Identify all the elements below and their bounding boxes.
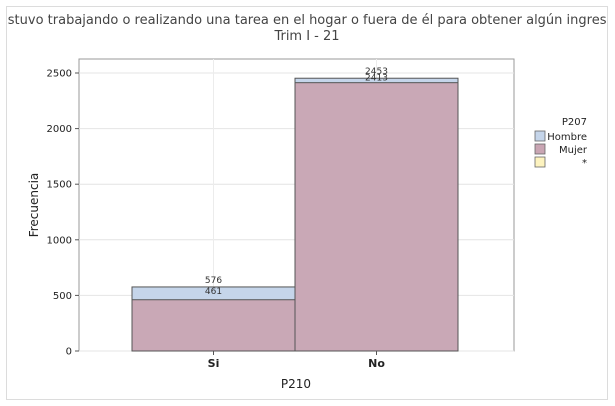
legend-title: P207 <box>562 117 587 128</box>
y-tick-label: 2500 <box>47 69 72 80</box>
data-label: 576 <box>205 276 222 286</box>
y-tick-label: 1500 <box>47 180 72 191</box>
x-axis: Si No <box>208 351 385 370</box>
data-label: 461 <box>205 287 222 297</box>
y-tick-label: 500 <box>53 291 72 302</box>
x-tick-label: No <box>368 357 385 370</box>
x-tick-label: Si <box>208 357 220 370</box>
legend-label-asterisk: * <box>582 158 587 169</box>
legend: P207 Hombre Mujer * <box>534 117 588 169</box>
chart: ¿Estuvo trabajando o realizando una tare… <box>7 13 607 391</box>
chart-frame: ¿Estuvo trabajando o realizando una tare… <box>6 6 608 400</box>
bar-mujer-si <box>131 299 296 352</box>
y-tick-label: 1000 <box>47 235 72 246</box>
y-axis-title: Frecuencia <box>27 173 41 238</box>
chart-subtitle: Trim I - 21 <box>273 29 339 44</box>
legend-swatch-hombre <box>534 130 546 142</box>
x-axis-title: P210 <box>281 377 311 391</box>
data-label: 2453 <box>365 67 388 77</box>
legend-label-hombre: Hombre <box>547 132 587 143</box>
legend-swatch-asterisk <box>534 156 546 168</box>
y-tick-label: 0 <box>66 347 72 358</box>
bars <box>131 77 459 352</box>
legend-label-mujer: Mujer <box>559 145 588 156</box>
data-label: 2413 <box>365 74 388 84</box>
y-tick-label: 2000 <box>47 124 72 135</box>
y-axis: 0 500 1000 1500 2000 2500 <box>47 69 79 358</box>
chart-title: ¿Estuvo trabajando o realizando una tare… <box>7 13 607 28</box>
legend-swatch-mujer <box>534 143 546 155</box>
bar-mujer-no <box>294 82 459 352</box>
